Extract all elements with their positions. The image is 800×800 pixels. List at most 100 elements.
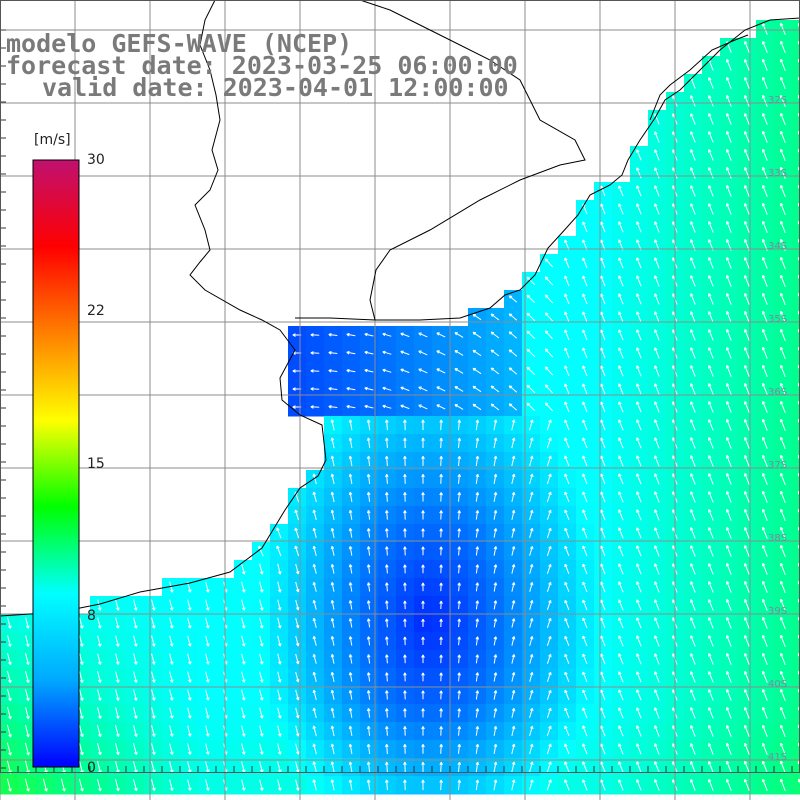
wind-arrow (421, 654, 425, 664)
wind-arrow (312, 689, 317, 701)
wind-arrow (726, 491, 732, 503)
wind-arrow (348, 564, 353, 574)
wind-arrow (475, 473, 480, 484)
wind-arrow (708, 311, 714, 323)
wind-arrow (582, 347, 588, 359)
wind-arrow (779, 544, 786, 557)
wind-arrow (600, 311, 606, 323)
wind-arrow (708, 275, 714, 287)
wind-arrow (690, 419, 696, 431)
wind-arrow (24, 778, 30, 792)
wind-arrow (564, 617, 570, 628)
wind-arrow (600, 671, 606, 683)
wind-arrow (726, 149, 732, 161)
wind-arrow (744, 491, 750, 503)
wind-arrow (328, 405, 338, 409)
wind-arrow (348, 761, 353, 773)
wind-arrow (348, 707, 353, 718)
wind-arrow (708, 671, 714, 683)
wind-arrow (259, 725, 264, 737)
wind-arrow (744, 77, 750, 89)
coastline (0, 0, 327, 617)
wind-arrow (475, 419, 480, 431)
wind-arrow (708, 455, 714, 467)
wind-arrow (436, 386, 446, 392)
wind-arrow (762, 364, 768, 377)
wind-arrow (779, 58, 786, 71)
wind-arrow (330, 617, 335, 628)
wind-arrow (726, 437, 732, 449)
wind-arrow (779, 490, 786, 503)
wind-arrow (744, 365, 750, 377)
wind-arrow (708, 257, 714, 269)
wind-arrow (403, 743, 407, 754)
wind-arrow (618, 617, 624, 629)
wind-arrow (385, 546, 389, 556)
wind-arrow (97, 599, 102, 611)
wind-arrow (439, 779, 443, 791)
wind-speed-cell (792, 434, 800, 453)
wind-arrow (708, 329, 714, 341)
wind-arrow (654, 455, 660, 467)
wind-arrow (366, 437, 371, 449)
wind-arrow (493, 455, 498, 467)
wind-arrow (457, 761, 462, 772)
wind-arrow (564, 257, 570, 269)
wind-speed-cell (792, 110, 800, 129)
wind-arrow (366, 654, 371, 664)
wind-arrow (493, 779, 498, 791)
wind-arrow (600, 329, 606, 341)
wind-arrow (475, 564, 480, 574)
wind-speed-cell (792, 506, 800, 525)
wind-arrow (294, 545, 300, 557)
wind-arrow (779, 562, 786, 575)
wind-arrow (744, 185, 750, 197)
wind-arrow (744, 581, 750, 593)
wind-arrow (475, 708, 480, 718)
wind-arrow (97, 653, 102, 665)
wind-arrow (79, 689, 84, 702)
wind-arrow (418, 332, 428, 338)
wind-arrow (421, 437, 425, 448)
wind-arrow (654, 653, 660, 665)
wind-arrow (295, 671, 300, 683)
wind-arrow (115, 707, 120, 719)
wind-arrow (564, 707, 570, 719)
wind-arrow (385, 672, 389, 682)
wind-arrow (475, 492, 480, 502)
wind-arrow (726, 77, 732, 89)
wind-arrow (133, 635, 138, 647)
wind-arrow (97, 617, 102, 629)
wind-speed-cell (792, 254, 800, 273)
wind-arrow (330, 455, 335, 467)
wind-arrow (744, 401, 750, 413)
wind-arrow (475, 636, 480, 646)
wind-arrow (546, 437, 552, 449)
wind-arrow (544, 312, 554, 322)
wind-arrow (511, 437, 516, 449)
wind-arrow (403, 492, 407, 502)
wind-arrow (348, 473, 353, 485)
wind-arrow (169, 617, 174, 629)
wind-arrow (582, 239, 588, 251)
wind-arrow (708, 95, 714, 107)
wind-arrow (25, 617, 30, 629)
wind-arrow (526, 348, 536, 358)
wind-arrow (726, 671, 732, 683)
wind-arrow (6, 724, 12, 738)
wind-arrow (439, 600, 443, 610)
wind-arrow (418, 368, 428, 374)
wind-arrow (78, 778, 84, 792)
wind-arrow (564, 725, 570, 737)
wind-arrow (762, 382, 768, 395)
wind-arrow (277, 599, 282, 611)
wind-arrow (708, 365, 714, 377)
wind-arrow (744, 41, 750, 53)
wind-arrow (310, 333, 320, 337)
wind-arrow (708, 545, 714, 557)
colorbar-tick-22: 22 (87, 303, 105, 319)
wind-arrow (708, 185, 714, 197)
wind-arrow (312, 545, 317, 557)
wind-arrow (618, 761, 624, 773)
